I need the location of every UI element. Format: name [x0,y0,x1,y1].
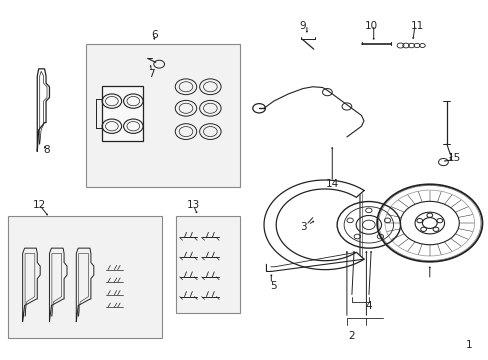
Text: 6: 6 [151,30,157,40]
Text: 12: 12 [33,200,46,210]
Text: 9: 9 [299,21,305,31]
Bar [102,86,143,141]
Text: 7: 7 [148,69,155,79]
Text: 13: 13 [186,200,200,210]
Text: 4: 4 [365,301,371,311]
Text: 5: 5 [270,281,277,291]
Bar [8,216,161,338]
Text: 8: 8 [43,144,50,154]
Bar [86,44,239,187]
Bar [176,216,239,313]
Text: 3: 3 [299,222,305,231]
Text: 15: 15 [447,153,460,163]
Text: 10: 10 [364,21,377,31]
Text: 2: 2 [348,331,354,341]
Text: 11: 11 [410,21,424,31]
Text: 14: 14 [325,179,338,189]
Text: 1: 1 [465,340,471,350]
